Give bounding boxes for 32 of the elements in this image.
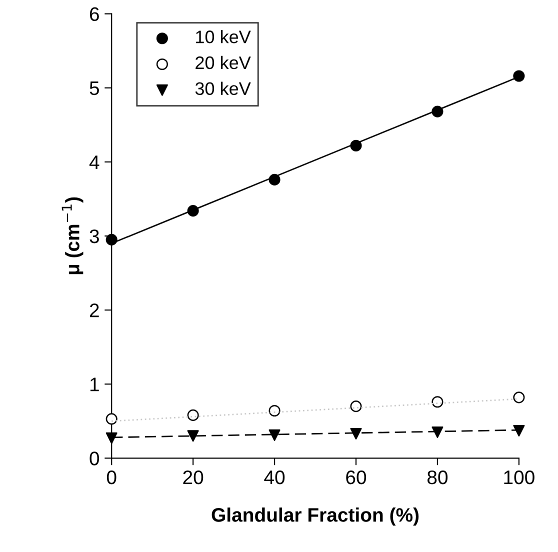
y-tick-label: 6	[90, 7, 99, 22]
point	[513, 424, 525, 437]
y-tick-label: 0	[90, 452, 100, 466]
x-tick-label: 20	[183, 470, 204, 484]
legend-label: 20 keV	[196, 56, 251, 70]
point	[106, 234, 118, 246]
x-tick-label: 0	[106, 470, 116, 484]
y-tick-label: 3	[90, 229, 99, 244]
point	[350, 428, 362, 440]
point	[432, 426, 444, 438]
y-tick-label: 4	[89, 156, 100, 169]
point	[106, 413, 118, 425]
x-tick-label: 100	[504, 470, 534, 484]
point	[268, 429, 280, 441]
point	[268, 404, 280, 417]
y-tick-label: 5	[90, 82, 99, 96]
point	[513, 392, 525, 404]
point	[432, 396, 444, 408]
point	[513, 70, 525, 82]
legend-label: 10 keV	[196, 30, 251, 44]
point	[187, 409, 199, 421]
y-tick-label: 1	[90, 378, 99, 392]
y-tick-label: 2	[90, 304, 99, 318]
x-tick-label: 40	[264, 470, 285, 484]
point	[187, 430, 199, 442]
x-tick-label: 60	[346, 470, 366, 484]
point	[350, 400, 362, 412]
legend-label: 30 keV	[195, 82, 251, 96]
y-axis-title: μ (cm$^{−1}$)	[62, 197, 84, 274]
point	[106, 432, 118, 444]
x-tick-label: 80	[428, 470, 448, 484]
x-axis-title: Glandular Fraction (%)	[212, 508, 419, 526]
